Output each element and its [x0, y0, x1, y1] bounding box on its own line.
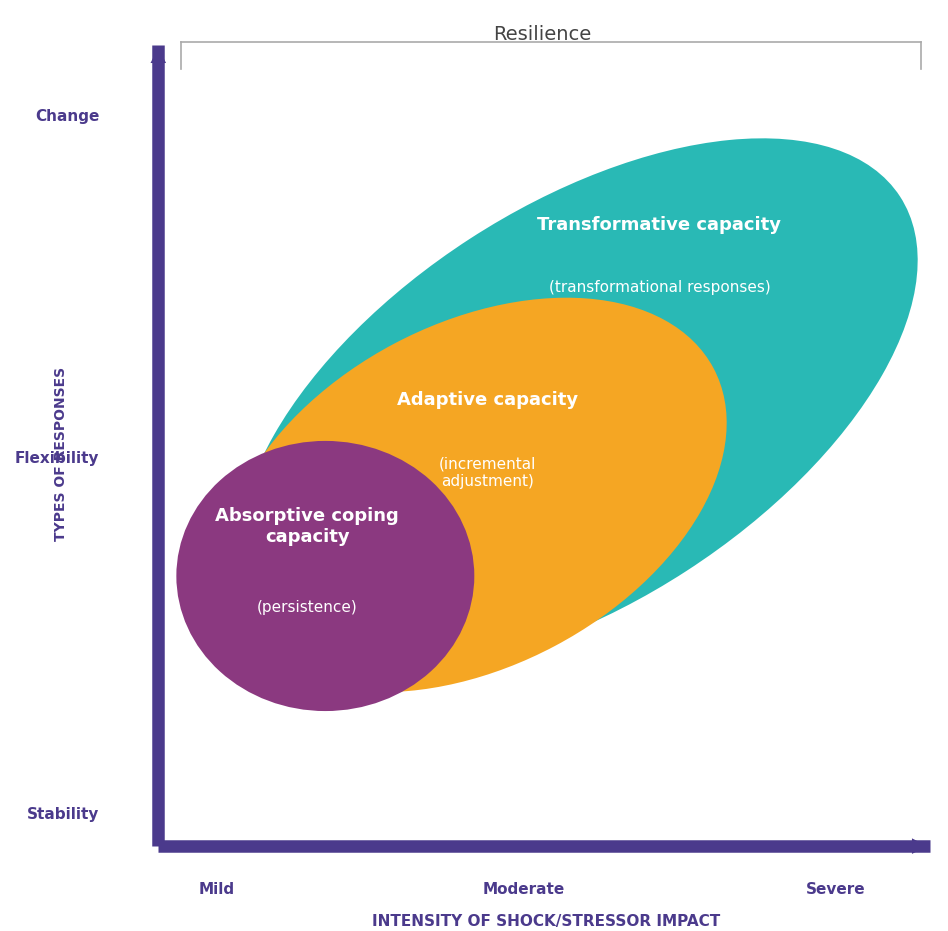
Text: TYPES OF RESPONSES: TYPES OF RESPONSES: [54, 368, 67, 542]
Text: Severe: Severe: [806, 883, 866, 897]
Text: (incremental
adjustment): (incremental adjustment): [439, 456, 537, 489]
Text: Moderate: Moderate: [483, 883, 565, 897]
Ellipse shape: [222, 298, 727, 692]
Text: INTENSITY OF SHOCK/STRESSOR IMPACT: INTENSITY OF SHOCK/STRESSOR IMPACT: [373, 913, 720, 928]
Text: Adaptive capacity: Adaptive capacity: [397, 391, 578, 410]
Text: Flexibility: Flexibility: [15, 452, 100, 466]
Text: Transformative capacity: Transformative capacity: [538, 216, 781, 234]
Ellipse shape: [176, 441, 474, 711]
Text: Change: Change: [35, 109, 100, 124]
Text: (persistence): (persistence): [257, 600, 357, 615]
Text: Resilience: Resilience: [493, 25, 592, 44]
Text: Mild: Mild: [199, 883, 235, 897]
Text: Stability: Stability: [27, 807, 100, 822]
Text: (transformational responses): (transformational responses): [549, 280, 771, 295]
Ellipse shape: [239, 139, 918, 671]
Text: Absorptive coping
capacity: Absorptive coping capacity: [215, 507, 399, 546]
